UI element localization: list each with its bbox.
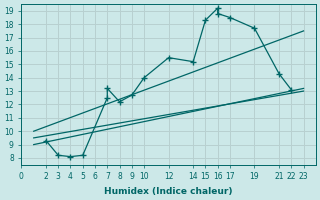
X-axis label: Humidex (Indice chaleur): Humidex (Indice chaleur): [104, 187, 233, 196]
